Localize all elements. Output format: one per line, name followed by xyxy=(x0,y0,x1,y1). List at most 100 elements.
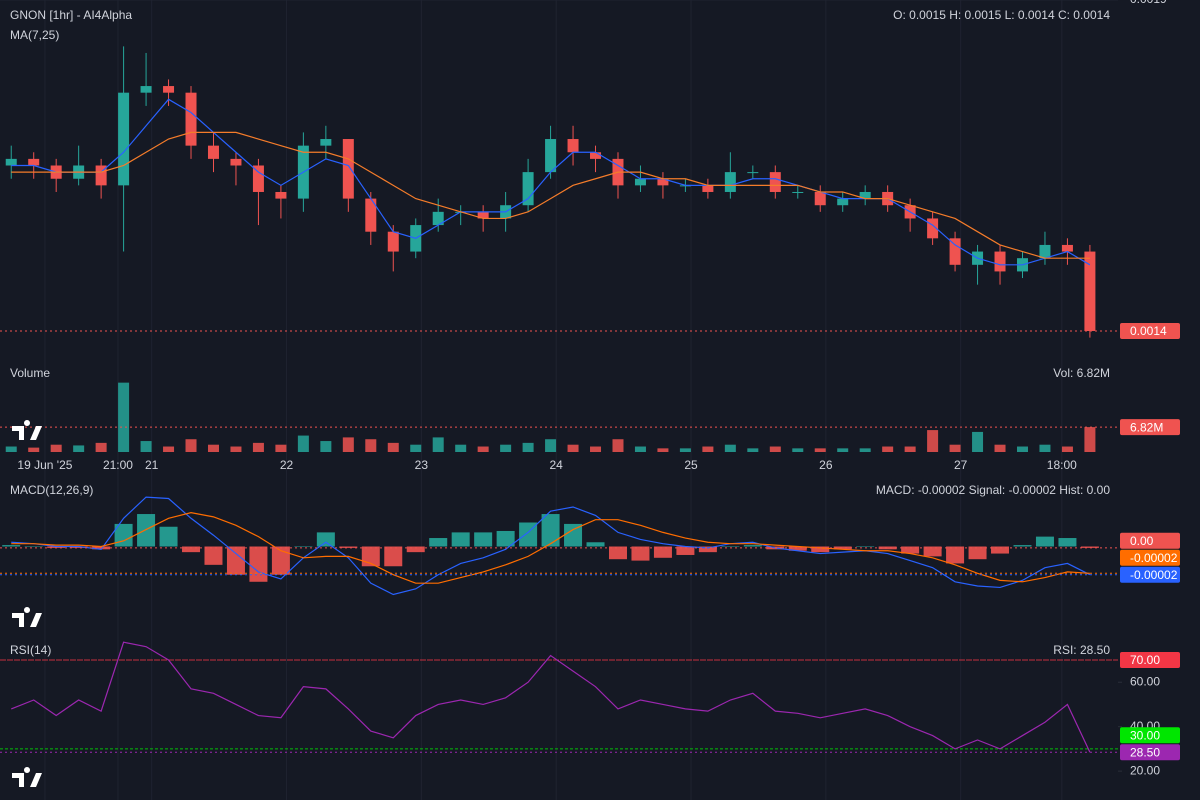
volume-bar xyxy=(994,444,1006,452)
candle-body xyxy=(522,172,534,206)
candle-body xyxy=(1084,251,1096,331)
macd-hist-bar xyxy=(586,542,605,547)
macd-hist-bar xyxy=(361,546,380,567)
x-tick-label: 21:00 xyxy=(103,458,133,472)
volume-bar xyxy=(792,448,804,452)
macd-hist-bar xyxy=(541,514,560,547)
axis-tag xyxy=(1120,532,1180,549)
volume-bar xyxy=(1016,446,1028,452)
volume-bar xyxy=(927,430,939,452)
macd-readout: MACD: -0.00002 Signal: -0.00002 Hist: 0.… xyxy=(876,483,1110,497)
x-tick-label: 27 xyxy=(954,458,968,472)
x-tick-label: 25 xyxy=(684,458,698,472)
candle-body xyxy=(814,191,826,206)
x-tick-label: 18:00 xyxy=(1047,458,1077,472)
x-tick-label: 24 xyxy=(550,458,564,472)
volume-bar xyxy=(702,446,714,452)
candle-body xyxy=(95,165,107,186)
candle-body xyxy=(118,92,130,186)
macd-hist-bar xyxy=(856,546,875,547)
volume-bar xyxy=(612,439,624,452)
logo xyxy=(12,419,42,440)
axis-tag-label: 70.00 xyxy=(1130,653,1160,667)
macd-hist-bar xyxy=(721,546,740,547)
macd-hist-bar xyxy=(631,546,650,561)
x-tick-label: 22 xyxy=(280,458,294,472)
candle-body xyxy=(432,211,444,226)
y-tick-label: 20.00 xyxy=(1130,763,1160,777)
x-tick-label: 26 xyxy=(819,458,833,472)
volume-bar xyxy=(275,444,287,452)
macd-hist-bar xyxy=(833,546,852,550)
candle-body xyxy=(477,211,489,219)
volume-bar xyxy=(545,439,557,452)
volume-bar xyxy=(590,446,602,452)
candle-body xyxy=(769,172,781,192)
rsi-line xyxy=(11,641,1091,753)
volume-bar xyxy=(432,437,444,452)
axis-tag xyxy=(1120,323,1180,339)
axis-tag xyxy=(1120,419,1180,436)
ma-line xyxy=(11,98,1091,266)
rsi-title: RSI(14) xyxy=(10,643,51,657)
volume-bar xyxy=(297,435,309,452)
macd-hist-bar xyxy=(698,546,717,553)
macd-hist-bar xyxy=(159,526,178,547)
x-tick-label: 19 Jun '25 xyxy=(17,458,72,472)
volume-bar xyxy=(747,448,759,452)
macd-hist-bar xyxy=(406,546,425,553)
macd-hist-bar xyxy=(991,546,1010,554)
volume-bar xyxy=(28,447,40,452)
axis-tag-label: 28.50 xyxy=(1130,745,1160,759)
candle-body xyxy=(657,178,669,186)
candle-body xyxy=(724,172,736,192)
candle-body xyxy=(747,172,759,174)
logo xyxy=(12,606,42,627)
macd-hist-bar xyxy=(384,546,403,567)
macd-hist-bar xyxy=(676,546,695,555)
candle-body xyxy=(140,86,152,93)
candle-body xyxy=(545,139,557,173)
macd-hist-bar xyxy=(24,546,43,547)
axis-tag-label: 30.00 xyxy=(1130,728,1160,742)
axis-tag-label: -0.00002 xyxy=(1130,568,1178,582)
macd-hist-bar xyxy=(47,546,66,548)
axis-tag xyxy=(1120,566,1180,583)
axis-tag xyxy=(1120,652,1180,668)
y-tick-label: 0.0019 xyxy=(1130,0,1167,6)
candle-body xyxy=(1039,244,1051,259)
macd-hist-bar xyxy=(878,546,897,550)
candle-body xyxy=(185,92,197,146)
volume-bar xyxy=(859,448,871,452)
macd-hist-bar xyxy=(946,546,965,564)
logo xyxy=(12,767,42,787)
volume-bar xyxy=(5,446,17,452)
candle-body xyxy=(1061,244,1073,252)
axis-tag xyxy=(1120,549,1180,566)
macd-hist-bar xyxy=(1058,538,1077,547)
y-tick-label: 60.00 xyxy=(1130,674,1160,688)
macd-line xyxy=(11,496,1091,596)
candle-body xyxy=(207,145,219,159)
volume-readout: Vol: 6.82M xyxy=(1053,366,1110,380)
volume-bar xyxy=(634,446,646,452)
volume-bar xyxy=(140,441,152,452)
logo-shape xyxy=(12,767,42,787)
macd-hist-bar xyxy=(743,545,762,547)
macd-hist-bar xyxy=(608,546,627,560)
volume-bar xyxy=(73,445,85,452)
ma-line xyxy=(11,131,1090,259)
macd-hist-bar xyxy=(294,546,313,547)
candle-body xyxy=(387,231,399,252)
macd-hist-bar xyxy=(2,545,21,547)
volume-bar xyxy=(679,448,691,452)
chart-title: GNON [1hr] - AI4Alpha xyxy=(10,8,132,22)
macd-hist-bar xyxy=(182,546,201,553)
volume-bar xyxy=(230,446,242,452)
volume-bar xyxy=(657,448,669,452)
volume-bar xyxy=(320,441,332,452)
macd-hist-bar xyxy=(811,546,830,553)
